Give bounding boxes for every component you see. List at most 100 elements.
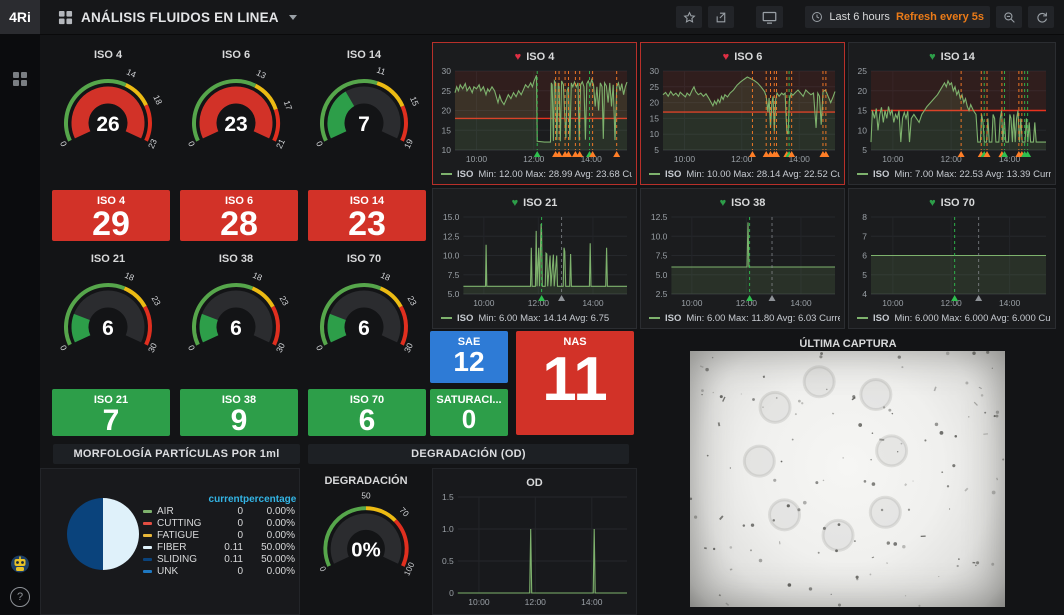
panel-title[interactable]: ISO 6 — [221, 49, 251, 61]
panel-title[interactable]: DEGRADACIÓN — [324, 475, 408, 487]
chart-panel-od: OD 0 0.5 1.0 1.5 10:00 12:00 14:00 — [432, 468, 637, 615]
panel-title[interactable]: ISO 4 — [93, 49, 123, 61]
chart-legend[interactable]: ISO Min: 10.00 Max: 28.14 Avg: 22.52 Curr… — [649, 167, 840, 181]
panel-title[interactable]: OD — [433, 469, 636, 493]
svg-text:20: 20 — [442, 106, 452, 116]
chart-canvas[interactable]: 5.0 7.5 10.0 12.5 15.0 10:00 12:00 14:00 — [433, 212, 634, 311]
chart-panel-iso6: ♥ ISO 6 5 10 15 20 25 30 10:00 12:00 14:00 ISO Min: … — [640, 42, 845, 185]
legend-stats: Min: 12.00 Max: 28.99 Avg: 23.68 Current… — [478, 168, 632, 180]
gauge-canvas: 0 18 23 30 6 — [58, 270, 163, 354]
pie-legend-header-percentage[interactable]: percentage — [243, 493, 297, 505]
chart-canvas[interactable]: 10 15 20 25 30 10:00 12:00 14:00 — [433, 66, 634, 167]
legend-series-swatch — [441, 173, 452, 175]
help-icon[interactable]: ? — [10, 587, 30, 607]
refresh-interval-label[interactable]: Refresh every 5s — [895, 11, 984, 23]
svg-text:14:00: 14:00 — [999, 154, 1021, 164]
gauge-scale-label: 0 — [314, 343, 325, 352]
panel-title[interactable]: ISO 38 — [218, 253, 254, 265]
panel-title[interactable]: ÚLTIMA CAPTURA — [799, 338, 897, 350]
legend-series-name: ISO — [457, 168, 474, 180]
gauge-iso14: 0 11 15 19 7 — [300, 61, 428, 178]
svg-text:12:00: 12:00 — [941, 298, 963, 308]
chart-legend[interactable]: ISO Min: 6.00 Max: 14.14 Avg: 6.75 — [441, 311, 632, 325]
dashboard-picker-icon[interactable] — [58, 10, 73, 25]
panel-title[interactable]: ♥ ISO 38 — [641, 189, 844, 213]
svg-text:12:00: 12:00 — [528, 298, 550, 308]
gauge-value: 6 — [102, 317, 114, 340]
chart-legend[interactable]: ISO Min: 6.000 Max: 6.000 Avg: 6.000 Curr… — [857, 311, 1051, 325]
dashboard-canvas: ISO 4 0 14 18 23 26 ISO 6 0 13 17 21 23 ISO 14 0… — [40, 34, 1064, 615]
chart-title: ISO 70 — [940, 197, 975, 209]
chart-canvas[interactable]: 5 10 15 20 25 10:00 12:00 14:00 — [849, 66, 1053, 167]
chart-legend[interactable]: ISO Min: 6.00 Max: 11.80 Avg: 6.03 Curren… — [649, 311, 840, 325]
chart-panel-iso38: ♥ ISO 38 2.5 5.0 7.5 10.0 12.5 10:00 12:00 14:00 I… — [640, 188, 845, 329]
stat-value: 7 — [102, 404, 120, 437]
gauge-canvas: 0 11 15 19 7 — [314, 65, 421, 151]
svg-text:15: 15 — [650, 113, 660, 123]
chart-legend[interactable]: ISO Min: 12.00 Max: 28.99 Avg: 23.68 Curr… — [441, 167, 632, 181]
gauge-scale-label: 30 — [402, 341, 415, 354]
panel-title[interactable]: ISO 14 — [346, 49, 382, 61]
gauge-scale-label: 0 — [58, 343, 69, 352]
stat-panel-sae: SAE 12 — [430, 331, 508, 383]
panel-title[interactable]: ♥ ISO 4 — [433, 43, 636, 67]
logo[interactable]: 4Ri — [0, 0, 40, 34]
gauge-scale-label: 0 — [318, 565, 328, 573]
pie-legend-row[interactable]: FATIGUE 0 0.00% — [143, 529, 295, 541]
pie-canvas[interactable] — [63, 494, 143, 574]
panel-title[interactable]: ♥ ISO 21 — [433, 189, 636, 213]
stat-value: 0 — [461, 404, 477, 434]
stat-value: 6 — [358, 404, 376, 437]
row-header-degradacion[interactable]: DEGRADACIÓN (OD) — [308, 444, 629, 464]
pie-legend-row[interactable]: UNK 0 0.00% — [143, 565, 295, 577]
dashboards-grid-icon[interactable] — [0, 62, 40, 96]
tv-mode-button[interactable] — [756, 6, 784, 28]
svg-text:7.5: 7.5 — [656, 251, 668, 261]
legend-label: SLIDING — [157, 553, 198, 565]
legend-stats: Min: 10.00 Max: 28.14 Avg: 22.52 Current… — [686, 168, 840, 180]
legend-current-value: 0 — [237, 565, 243, 577]
alert-heart-red-icon: ♥ — [514, 50, 522, 63]
chart-canvas[interactable]: 2.5 5.0 7.5 10.0 12.5 10:00 12:00 14:00 — [641, 212, 842, 311]
pie-legend-header-current[interactable]: current — [208, 493, 243, 505]
svg-text:14:00: 14:00 — [999, 298, 1021, 308]
zoom-out-button[interactable] — [996, 6, 1022, 28]
panel-title[interactable]: ♥ ISO 14 — [849, 43, 1055, 67]
legend-color-swatch — [143, 545, 152, 549]
gauge-scale-label: 14 — [125, 67, 138, 80]
pie-legend-row[interactable]: SLIDING 0.11 50.00% — [143, 553, 295, 565]
gauge-degradacion: 0 50 70 100 0% — [304, 487, 428, 604]
panel-title[interactable]: ♥ ISO 6 — [641, 43, 844, 67]
pie-legend-row[interactable]: CUTTING 0 0.00% — [143, 517, 295, 529]
share-button[interactable] — [708, 6, 735, 28]
pie-slice-fiber[interactable] — [103, 498, 140, 570]
panel-title[interactable]: ISO 21 — [90, 253, 126, 265]
bot-avatar[interactable] — [9, 554, 31, 579]
svg-text:20: 20 — [858, 86, 868, 96]
panel-title[interactable]: ISO 70 — [346, 253, 382, 265]
panel-title[interactable]: ♥ ISO 70 — [849, 189, 1055, 213]
pie-slice-sliding[interactable] — [66, 498, 103, 570]
pie-legend-row[interactable]: FIBER 0.11 50.00% — [143, 541, 295, 553]
chart-canvas[interactable]: 5 10 15 20 25 30 10:00 12:00 14:00 — [641, 66, 842, 167]
svg-text:6: 6 — [862, 251, 867, 261]
svg-text:25: 25 — [858, 67, 868, 76]
dashboard-title[interactable]: ANÁLISIS FLUIDOS EN LINEA — [81, 9, 279, 25]
gauge-iso21: 0 18 23 30 6 — [44, 265, 172, 382]
svg-text:5: 5 — [654, 145, 659, 155]
chart-panel-iso21: ♥ ISO 21 5.0 7.5 10.0 12.5 15.0 10:00 12:00 14:00… — [432, 188, 637, 329]
time-range-label: Last 6 hours — [829, 11, 890, 23]
legend-stats: Min: 6.00 Max: 11.80 Avg: 6.03 Current: … — [686, 312, 840, 324]
chart-legend[interactable]: ISO Min: 7.00 Max: 22.53 Avg: 13.39 Curre… — [857, 167, 1051, 181]
chevron-down-icon[interactable] — [288, 14, 297, 20]
time-range-button[interactable]: Last 6 hours Refresh every 5s — [805, 6, 990, 28]
stat-panel-iso70: ISO 70 6 — [308, 389, 426, 436]
refresh-button[interactable] — [1028, 6, 1054, 28]
row-header-morfologia[interactable]: MORFOLOGÍA PARTÍCULAS POR 1ml — [53, 444, 300, 464]
pie-legend-row[interactable]: AIR 0 0.00% — [143, 505, 295, 517]
star-button[interactable] — [676, 6, 703, 28]
chart-canvas[interactable]: 0 0.5 1.0 1.5 10:00 12:00 14:00 — [433, 492, 634, 610]
chart-canvas[interactable]: 4 5 6 7 8 10:00 12:00 14:00 — [849, 212, 1053, 311]
gauge-panel-iso4: ISO 4 0 14 18 23 26 — [44, 42, 172, 188]
gauge-iso38: 0 18 23 30 6 — [172, 265, 300, 382]
